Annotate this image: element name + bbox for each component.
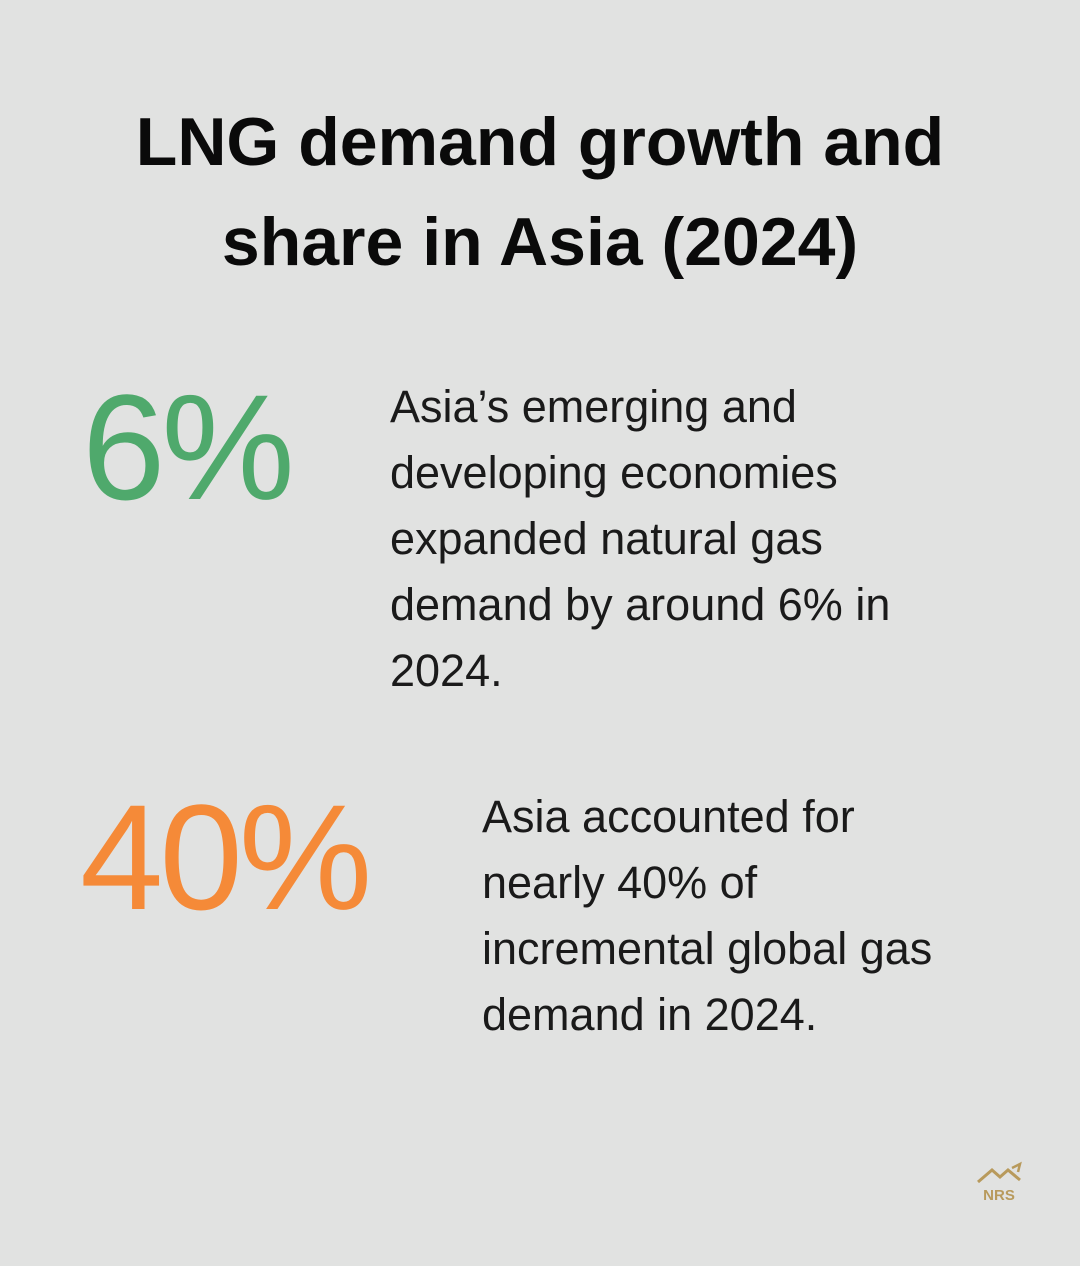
- stat-text: Asia accounted for nearly 40% of increme…: [482, 791, 933, 1040]
- logo-arrow: [1011, 1161, 1022, 1173]
- logo-icon: [977, 1168, 1021, 1184]
- stat-figure: 40%: [80, 773, 372, 941]
- stat-figure: 6%: [82, 363, 295, 531]
- logo-text: NRS: [983, 1187, 1015, 1204]
- title: LNG demand growth and share in Asia (202…: [135, 104, 945, 280]
- stat-text: Asia’s emerging and developing economies…: [390, 381, 891, 696]
- logo: NRS: [977, 1161, 1022, 1204]
